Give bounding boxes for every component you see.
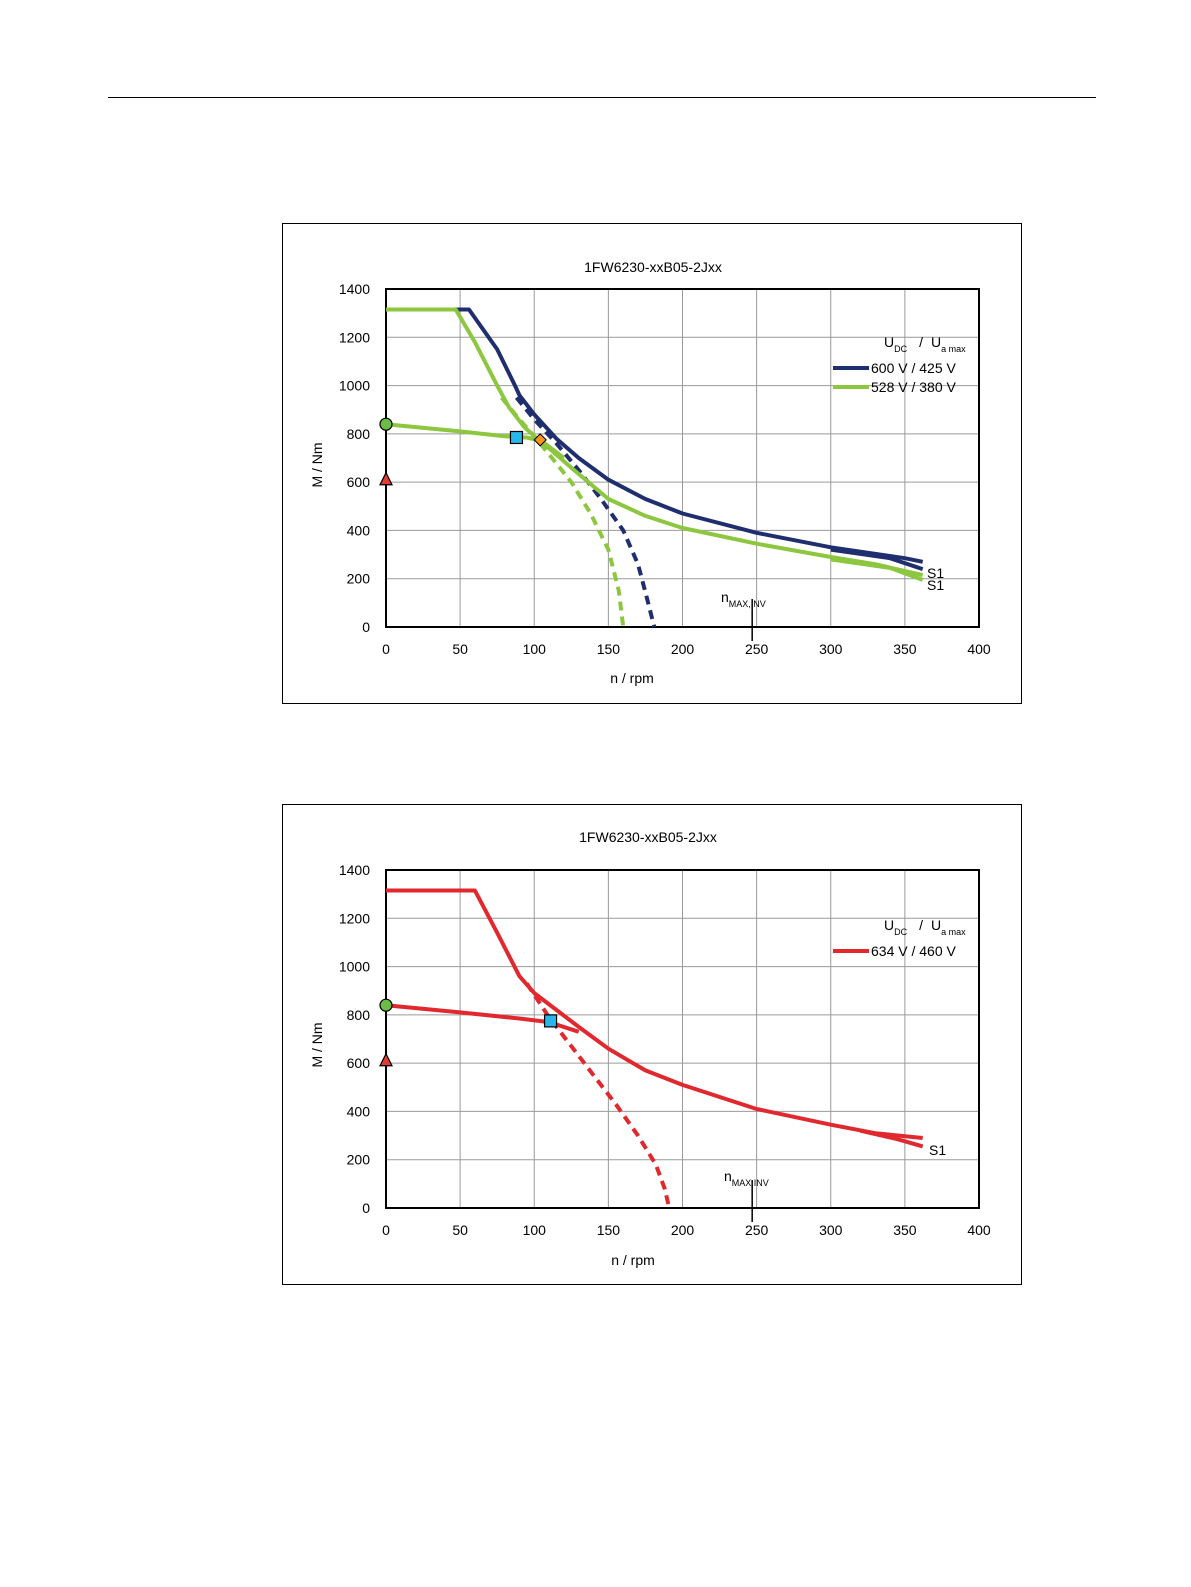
x-tick-label: 300 <box>819 641 843 657</box>
nmax-main: n <box>721 589 729 605</box>
x-tick-label: 300 <box>819 1222 843 1238</box>
legend-title-sub2: a max <box>941 344 966 354</box>
chart-title: 1FW6230-xxB05-2Jxx <box>579 829 717 845</box>
y-tick-label: 1000 <box>339 959 370 975</box>
chart-1-plot: 0 50 100 150 200 250 300 350 400 0 200 400 600 800 100… <box>339 281 991 657</box>
legend-title: UDC / Ua max <box>884 917 966 937</box>
circle-marker <box>379 417 393 431</box>
legend-title-sub2: a max <box>941 927 966 937</box>
plot-area-border <box>385 288 980 628</box>
x-tick-label: 150 <box>597 641 621 657</box>
y-tick-label: 400 <box>347 1103 371 1119</box>
chart-title: 1FW6230-xxB05-2Jxx <box>584 259 722 275</box>
y-tick-label: 1200 <box>339 329 370 345</box>
nmax-annotation: nMAX,INV <box>721 589 766 609</box>
legend-title-u1: U <box>884 917 894 933</box>
x-tick-label: 0 <box>382 641 390 657</box>
nmax-sub: MAX,INV <box>729 599 766 609</box>
y-tick-label: 0 <box>362 619 370 635</box>
legend-title-sub1: DC <box>894 927 907 937</box>
square-marker <box>543 1014 558 1028</box>
legend-label-600v: 600 V / 425 V <box>871 360 957 376</box>
x-tick-label: 350 <box>893 1222 917 1238</box>
y-tick-label: 600 <box>347 1055 371 1071</box>
x-tick-label: 250 <box>745 1222 769 1238</box>
legend-title-u2: U <box>931 334 941 350</box>
legend-title-sep: / <box>919 917 923 933</box>
y-tick-label: 1400 <box>339 862 370 878</box>
x-tick-label: 0 <box>382 1222 390 1238</box>
x-axis-label: n / rpm <box>611 1252 655 1268</box>
y-tick-label: 600 <box>347 474 371 490</box>
series-1-dashed-line <box>500 396 626 628</box>
y-tick-label: 800 <box>347 426 371 442</box>
x-tick-label: 150 <box>597 1222 621 1238</box>
y-axis-label: M / Nm <box>309 442 325 487</box>
x-tick-label: 400 <box>967 1222 991 1238</box>
series-0-solid-line <box>385 1003 580 1034</box>
diamond-marker <box>533 433 547 447</box>
legend-title-u2: U <box>931 917 941 933</box>
y-axis-label: M / Nm <box>309 1022 325 1067</box>
s1-label-634v: S1 <box>929 1142 946 1158</box>
page-top-rule <box>108 97 1096 98</box>
series-0-solid-line <box>386 307 924 564</box>
chart-2-svg: 1FW6230-xxB05-2Jxx 0 50 100 150 200 250 300 350… <box>309 829 991 1268</box>
x-tick-label: 200 <box>671 641 695 657</box>
legend-title-u1: U <box>884 334 894 350</box>
x-tick-label: 200 <box>671 1222 695 1238</box>
series-1-solid-line <box>830 557 924 582</box>
x-tick-label: 350 <box>893 641 917 657</box>
series-0-dashed-line <box>514 396 657 628</box>
x-tick-label: 50 <box>452 641 468 657</box>
s1-label-528v: S1 <box>927 577 944 593</box>
series-0-solid-line <box>859 1128 924 1149</box>
x-tick-label: 100 <box>523 1222 547 1238</box>
y-tick-label: 1200 <box>339 910 370 926</box>
circle-marker <box>379 998 393 1012</box>
triangle-marker <box>379 471 393 486</box>
y-tick-label: 800 <box>347 1007 371 1023</box>
nmax-annotation: nMAX,INV <box>724 1168 769 1188</box>
x-axis-label: n / rpm <box>610 670 654 686</box>
nmax-main: n <box>724 1168 732 1184</box>
x-tick-label: 400 <box>967 641 991 657</box>
x-tick-label: 100 <box>523 641 547 657</box>
y-tick-label: 200 <box>347 1152 371 1168</box>
s1-label-600v: S1 <box>927 565 944 581</box>
square-marker <box>509 430 524 445</box>
y-tick-label: 1000 <box>339 378 370 394</box>
y-tick-label: 400 <box>347 522 371 538</box>
series-1-solid-line <box>386 307 924 578</box>
torque-speed-chart-1: 1FW6230-xxB05-2Jxx 0 50 100 150 200 250 300 350… <box>282 223 1022 704</box>
y-tick-label: 1400 <box>339 281 370 297</box>
chart-1-svg: 1FW6230-xxB05-2Jxx 0 50 100 150 200 250 300 350… <box>309 259 991 686</box>
legend-label-634v: 634 V / 460 V <box>871 943 957 959</box>
torque-speed-chart-2: 1FW6230-xxB05-2Jxx 0 50 100 150 200 250 300 350… <box>282 804 1022 1285</box>
x-tick-label: 50 <box>452 1222 468 1238</box>
series-0-solid-line <box>830 547 924 571</box>
x-tick-label: 250 <box>745 641 769 657</box>
triangle-marker <box>379 1052 393 1067</box>
chart-2-plot: 0 50 100 150 200 250 300 350 400 0 200 400 600 800 100… <box>339 862 991 1238</box>
nmax-sub: MAX,INV <box>732 1178 769 1188</box>
legend-title-sep: / <box>919 334 923 350</box>
plot-area-border <box>385 869 980 1209</box>
legend-title: UDC / Ua max <box>884 334 966 354</box>
y-tick-label: 0 <box>362 1200 370 1216</box>
series-0-solid-line <box>386 888 923 1140</box>
legend-label-528v: 528 V / 380 V <box>871 379 957 395</box>
legend-title-sub1: DC <box>894 344 907 354</box>
y-tick-label: 200 <box>347 571 371 587</box>
